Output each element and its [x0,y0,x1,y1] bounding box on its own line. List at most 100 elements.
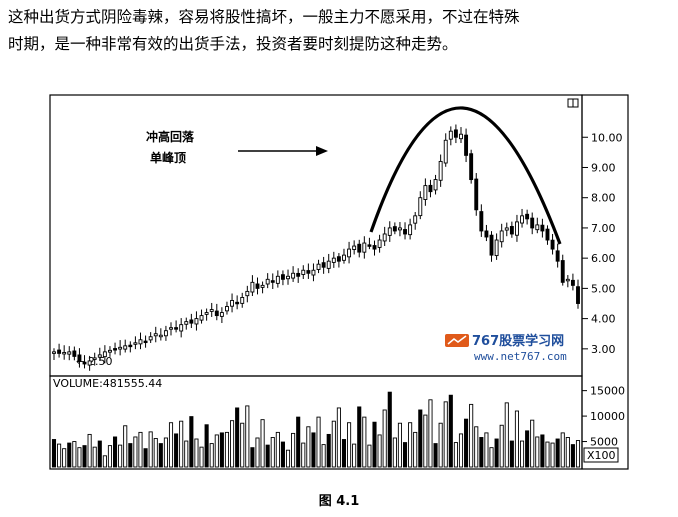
price-tick-label: 9.00 [591,161,616,174]
watermark-trend-icon [447,335,467,345]
candle-body [403,229,407,235]
volume-label: VOLUME:481555.44 [53,377,162,390]
volume-bar [418,409,423,468]
volume-bar [321,444,326,468]
volume-bar [214,434,219,468]
candle-body [331,257,336,263]
volume-bar [336,407,341,468]
candle-body [443,139,448,164]
candle-body [387,227,392,236]
volume-bar [67,442,72,468]
volume-bar [92,446,97,468]
candle-body [118,346,123,350]
candle-body [169,327,173,330]
volume-bar [102,455,107,468]
candle-body [52,351,56,354]
candle-body [469,153,474,181]
volume-bar [128,443,133,468]
volume-bar [535,436,540,468]
candle-body [296,272,301,277]
volume-bar [97,440,102,468]
candle-body [367,244,372,247]
volume-bar [285,449,291,468]
candle-body [413,215,418,224]
candle-body [245,290,250,297]
volume-bar [509,440,514,468]
candle-body [504,227,509,231]
volume-bar [479,437,484,468]
low-arrow-icon: ← [76,355,85,368]
candle-body [62,352,67,355]
volume-bar [306,426,311,468]
volume-bar [519,440,525,468]
figure-caption: 图 4.1 [318,494,360,509]
volume-bar [458,433,464,468]
candle-body [576,286,580,304]
volume-bar [397,422,402,468]
volume-bar [87,433,92,468]
volume-bar [189,416,194,468]
volume-bar [474,426,479,468]
volume-bar [367,444,372,468]
candle-body [423,185,428,200]
volume-bar [77,447,82,468]
volume-bar [57,443,62,468]
volume-bar [372,421,377,468]
candle-body [408,224,413,236]
candle-body [189,319,194,324]
candle-body [153,333,158,337]
volume-bar [443,401,448,468]
volume-bar [296,416,301,468]
volume-bar [265,444,270,468]
candle-body [225,306,229,312]
candle-body [260,284,265,288]
candle-body [520,215,524,224]
volume-bar [123,425,128,468]
candle-body [143,340,148,344]
volume-bar [550,442,555,468]
volume-bar [530,419,535,468]
annotation-arrow-head [316,146,328,156]
candle-body [219,312,224,317]
candle-body [474,178,479,211]
volume-unit-box [583,447,619,463]
candle-body [113,348,117,351]
candle-body [321,262,326,268]
volume-bar [469,403,474,468]
candle-body [230,300,235,307]
candle-body [235,301,240,305]
volume-bar [82,445,87,468]
candle-body [555,250,560,262]
volume-bar [428,399,433,468]
price-tick-label: 5.00 [591,282,616,295]
candle-body [179,324,184,332]
candle-body [275,275,280,284]
volume-bar [245,405,250,468]
volume-bar [235,407,240,468]
volume-bar [499,424,504,468]
price-tick-label: 3.00 [591,343,616,356]
candle-body [87,360,92,366]
volume-bar [107,445,113,468]
candle-body [453,129,458,138]
intro-paragraph: 这种出货方式阴险毒辣，容易将股性搞坏，一般主力不愿采用，不过在特殊 时期，是一种… [8,4,672,58]
candle-body [306,270,311,274]
candle-body [174,327,179,330]
candle-body [377,239,382,248]
candle-body [540,224,545,232]
candle-body [494,239,499,257]
volume-bar [331,420,336,468]
candle-body [342,254,346,261]
volume-bar [413,431,418,468]
volume-bar [280,441,285,468]
volume-bar [163,437,168,468]
volume-bar [352,443,357,468]
volume-bar [51,439,57,468]
volume-bar [138,431,143,468]
candle-body [194,318,199,325]
volume-bar [570,444,575,468]
volume-bar [153,438,158,468]
annotation-line-1: 冲高回落 [146,129,195,144]
volume-bar [219,432,224,468]
candle-body [82,361,87,365]
